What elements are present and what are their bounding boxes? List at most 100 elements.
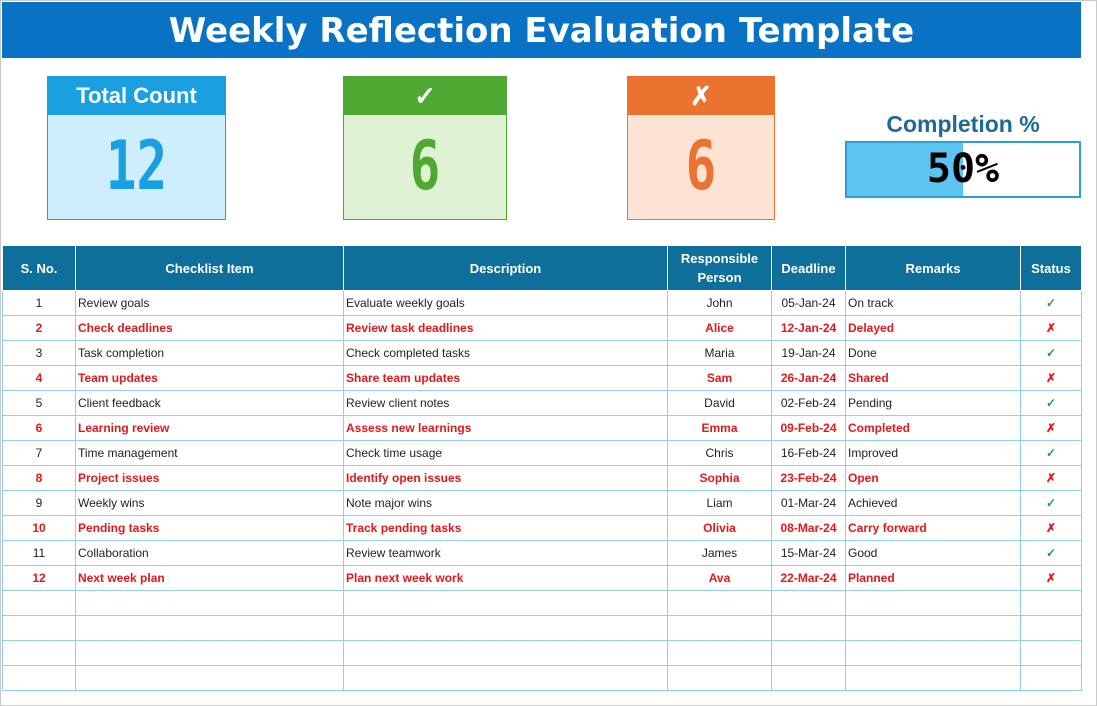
empty-cell[interactable] (1020, 615, 1082, 641)
empty-cell[interactable] (343, 640, 668, 666)
empty-cell[interactable] (75, 590, 344, 616)
description-cell[interactable]: Check time usage (343, 440, 668, 466)
header-remarks[interactable]: Remarks (845, 245, 1021, 291)
empty-cell[interactable] (1020, 665, 1082, 691)
header-deadline[interactable]: Deadline (771, 245, 846, 291)
remarks-cell[interactable]: Carry forward (845, 515, 1021, 541)
serial-no-cell[interactable]: 5 (2, 390, 76, 416)
deadline-cell[interactable]: 23-Feb-24 (771, 465, 846, 491)
serial-no-cell[interactable]: 7 (2, 440, 76, 466)
remarks-cell[interactable]: Good (845, 540, 1021, 566)
description-cell[interactable]: Check completed tasks (343, 340, 668, 366)
deadline-cell[interactable]: 26-Jan-24 (771, 365, 846, 391)
checklist-item-cell[interactable]: Task completion (75, 340, 344, 366)
checklist-item-cell[interactable]: Check deadlines (75, 315, 344, 341)
responsible-person-cell[interactable]: Ava (667, 565, 772, 591)
deadline-cell[interactable]: 16-Feb-24 (771, 440, 846, 466)
deadline-cell[interactable]: 12-Jan-24 (771, 315, 846, 341)
header-checklist-item[interactable]: Checklist Item (75, 245, 344, 291)
empty-cell[interactable] (667, 615, 772, 641)
remarks-cell[interactable]: On track (845, 290, 1021, 316)
empty-cell[interactable] (2, 615, 76, 641)
status-cell[interactable]: ✗ (1020, 365, 1082, 391)
deadline-cell[interactable]: 01-Mar-24 (771, 490, 846, 516)
status-cell[interactable]: ✓ (1020, 340, 1082, 366)
responsible-person-cell[interactable]: Liam (667, 490, 772, 516)
empty-cell[interactable] (845, 640, 1021, 666)
checklist-item-cell[interactable]: Next week plan (75, 565, 344, 591)
serial-no-cell[interactable]: 3 (2, 340, 76, 366)
serial-no-cell[interactable]: 8 (2, 465, 76, 491)
deadline-cell[interactable]: 08-Mar-24 (771, 515, 846, 541)
description-cell[interactable]: Plan next week work (343, 565, 668, 591)
responsible-person-cell[interactable]: Alice (667, 315, 772, 341)
description-cell[interactable]: Identify open issues (343, 465, 668, 491)
status-cell[interactable]: ✗ (1020, 315, 1082, 341)
remarks-cell[interactable]: Achieved (845, 490, 1021, 516)
header-responsible-person[interactable]: Responsible Person (667, 245, 772, 291)
deadline-cell[interactable]: 02-Feb-24 (771, 390, 846, 416)
description-cell[interactable]: Review client notes (343, 390, 668, 416)
responsible-person-cell[interactable]: Sam (667, 365, 772, 391)
responsible-person-cell[interactable]: Emma (667, 415, 772, 441)
description-cell[interactable]: Review teamwork (343, 540, 668, 566)
empty-cell[interactable] (845, 590, 1021, 616)
status-cell[interactable]: ✓ (1020, 490, 1082, 516)
empty-cell[interactable] (343, 665, 668, 691)
responsible-person-cell[interactable]: David (667, 390, 772, 416)
serial-no-cell[interactable]: 10 (2, 515, 76, 541)
serial-no-cell[interactable]: 12 (2, 565, 76, 591)
responsible-person-cell[interactable]: Olivia (667, 515, 772, 541)
serial-no-cell[interactable]: 4 (2, 365, 76, 391)
empty-cell[interactable] (771, 665, 846, 691)
remarks-cell[interactable]: Done (845, 340, 1021, 366)
serial-no-cell[interactable]: 2 (2, 315, 76, 341)
description-cell[interactable]: Evaluate weekly goals (343, 290, 668, 316)
remarks-cell[interactable]: Delayed (845, 315, 1021, 341)
empty-cell[interactable] (75, 640, 344, 666)
status-cell[interactable]: ✓ (1020, 540, 1082, 566)
remarks-cell[interactable]: Pending (845, 390, 1021, 416)
checklist-item-cell[interactable]: Learning review (75, 415, 344, 441)
empty-cell[interactable] (845, 665, 1021, 691)
serial-no-cell[interactable]: 1 (2, 290, 76, 316)
empty-cell[interactable] (667, 590, 772, 616)
deadline-cell[interactable]: 05-Jan-24 (771, 290, 846, 316)
empty-cell[interactable] (771, 590, 846, 616)
status-cell[interactable]: ✓ (1020, 390, 1082, 416)
checklist-item-cell[interactable]: Pending tasks (75, 515, 344, 541)
empty-cell[interactable] (2, 665, 76, 691)
description-cell[interactable]: Assess new learnings (343, 415, 668, 441)
empty-cell[interactable] (2, 640, 76, 666)
header-status[interactable]: Status (1020, 245, 1082, 291)
empty-cell[interactable] (771, 640, 846, 666)
empty-cell[interactable] (667, 640, 772, 666)
empty-cell[interactable] (667, 665, 772, 691)
status-cell[interactable]: ✗ (1020, 565, 1082, 591)
header-description[interactable]: Description (343, 245, 668, 291)
deadline-cell[interactable]: 09-Feb-24 (771, 415, 846, 441)
responsible-person-cell[interactable]: Sophia (667, 465, 772, 491)
checklist-item-cell[interactable]: Project issues (75, 465, 344, 491)
status-cell[interactable]: ✓ (1020, 290, 1082, 316)
deadline-cell[interactable]: 19-Jan-24 (771, 340, 846, 366)
remarks-cell[interactable]: Shared (845, 365, 1021, 391)
deadline-cell[interactable]: 15-Mar-24 (771, 540, 846, 566)
description-cell[interactable]: Track pending tasks (343, 515, 668, 541)
empty-cell[interactable] (343, 590, 668, 616)
empty-cell[interactable] (75, 615, 344, 641)
empty-cell[interactable] (845, 615, 1021, 641)
status-cell[interactable]: ✓ (1020, 440, 1082, 466)
checklist-item-cell[interactable]: Collaboration (75, 540, 344, 566)
description-cell[interactable]: Note major wins (343, 490, 668, 516)
serial-no-cell[interactable]: 11 (2, 540, 76, 566)
checklist-item-cell[interactable]: Client feedback (75, 390, 344, 416)
empty-cell[interactable] (75, 665, 344, 691)
status-cell[interactable]: ✗ (1020, 415, 1082, 441)
checklist-item-cell[interactable]: Time management (75, 440, 344, 466)
remarks-cell[interactable]: Planned (845, 565, 1021, 591)
remarks-cell[interactable]: Improved (845, 440, 1021, 466)
empty-cell[interactable] (1020, 590, 1082, 616)
header-serial-no[interactable]: S. No. (2, 245, 76, 291)
status-cell[interactable]: ✗ (1020, 515, 1082, 541)
